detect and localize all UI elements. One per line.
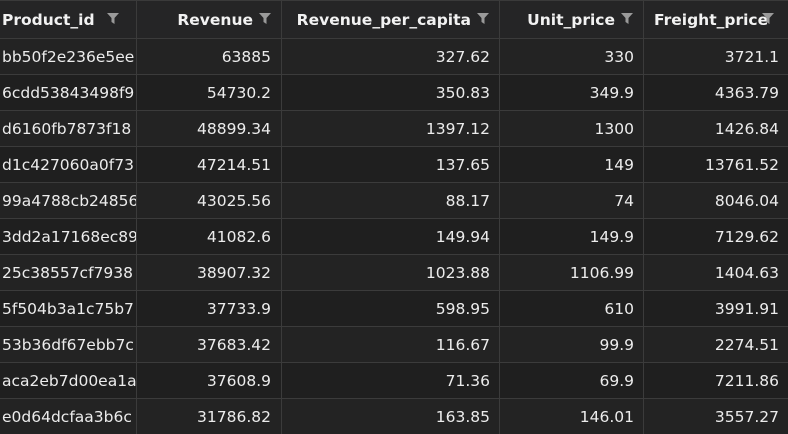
cell-product-id[interactable]: aca2eb7d00ea1a [0,363,137,398]
cell-product-id[interactable]: 99a4788cb24856 [0,183,137,218]
cell-product-id[interactable]: 53b36df67ebb7c [0,327,137,362]
cell-unit-price[interactable]: 1106.99 [500,255,644,290]
cell-revenue-per-capita[interactable]: 137.65 [282,147,500,182]
cell-unit-price[interactable]: 349.9 [500,75,644,110]
filter-icon[interactable] [259,13,271,24]
cell-product-id[interactable]: d6160fb7873f18 [0,111,137,146]
filter-icon[interactable] [762,13,774,24]
cell-revenue-per-capita[interactable]: 88.17 [282,183,500,218]
cell-revenue[interactable]: 54730.2 [137,75,282,110]
cell-revenue-per-capita[interactable]: 149.94 [282,219,500,254]
cell-unit-price[interactable]: 149.9 [500,219,644,254]
table-row[interactable]: 5f504b3a1c75b7 37733.9 598.95 610 3991.9… [0,291,788,327]
table-row[interactable]: bb50f2e236e5ee 63885 327.62 330 3721.1 [0,39,788,75]
cell-freight-price[interactable]: 3721.1 [724,47,779,66]
cell-product-id[interactable]: bb50f2e236e5ee [0,39,137,74]
cell-freight-price[interactable]: 7129.62 [714,227,779,246]
cell-unit-price[interactable]: 146.01 [500,399,644,434]
table-row[interactable]: d6160fb7873f18 48899.34 1397.12 1300 142… [0,111,788,147]
table-row[interactable]: 53b36df67ebb7c 37683.42 116.67 99.9 2274… [0,327,788,363]
cell-revenue-per-capita[interactable]: 71.36 [282,363,500,398]
cell-unit-price[interactable]: 1300 [500,111,644,146]
column-header-freight-price[interactable]: Freight_price [644,1,788,38]
cell-revenue[interactable]: 48899.34 [137,111,282,146]
cell-unit-price[interactable]: 149 [500,147,644,182]
column-header-label: Revenue [177,10,253,29]
cell-freight-price[interactable]: 7211.86 [714,371,779,390]
cell-product-id[interactable]: 3dd2a17168ec89 [0,219,137,254]
cell-unit-price[interactable]: 69.9 [500,363,644,398]
cell-revenue-per-capita[interactable]: 350.83 [282,75,500,110]
table-row[interactable]: 25c38557cf7938 38907.32 1023.88 1106.99 … [0,255,788,291]
cell-product-id[interactable]: 5f504b3a1c75b7 [0,291,137,326]
cell-revenue[interactable]: 43025.56 [137,183,282,218]
cell-freight-price[interactable]: 2274.51 [714,335,779,354]
filter-icon[interactable] [621,13,633,24]
cell-revenue-per-capita[interactable]: 1023.88 [282,255,500,290]
cell-unit-price[interactable]: 610 [500,291,644,326]
cell-revenue[interactable]: 37608.9 [137,363,282,398]
cell-revenue[interactable]: 37683.42 [137,327,282,362]
cell-revenue[interactable]: 31786.82 [137,399,282,434]
column-header-label: Product_id [2,10,95,29]
column-header-label: Unit_price [527,10,615,29]
column-header-unit-price[interactable]: Unit_price [500,1,644,38]
cell-revenue[interactable]: 38907.32 [137,255,282,290]
cell-revenue-per-capita[interactable]: 116.67 [282,327,500,362]
filter-icon[interactable] [107,13,119,24]
cell-unit-price[interactable]: 330 [500,39,644,74]
cell-revenue-per-capita[interactable]: 1397.12 [282,111,500,146]
cell-freight-price[interactable]: 3991.91 [714,299,779,318]
cell-unit-price[interactable]: 99.9 [500,327,644,362]
table-row[interactable]: 3dd2a17168ec89 41082.6 149.94 149.9 7129… [0,219,788,255]
cell-product-id[interactable]: 25c38557cf7938 [0,255,137,290]
cell-freight-price[interactable]: 4363.79 [714,83,779,102]
column-header-revenue[interactable]: Revenue [137,1,282,38]
table-row[interactable]: d1c427060a0f73 47214.51 137.65 149 13761… [0,147,788,183]
cell-unit-price[interactable]: 74 [500,183,644,218]
cell-freight-price[interactable]: 3557.27 [714,407,779,426]
column-header-label: Revenue_per_capita [296,10,471,29]
table-row[interactable]: aca2eb7d00ea1a 37608.9 71.36 69.9 7211.8… [0,363,788,399]
cell-revenue-per-capita[interactable]: 327.62 [282,39,500,74]
cell-revenue[interactable]: 63885 [137,39,282,74]
cell-freight-price[interactable]: 8046.04 [714,191,779,210]
cell-freight-price[interactable]: 1426.84 [714,119,779,138]
table-header-row: Product_id Revenue Revenue_per_capita Un… [0,1,788,39]
table-row[interactable]: e0d64dcfaa3b6c 31786.82 163.85 146.01 35… [0,399,788,434]
column-header-product-id[interactable]: Product_id [0,1,137,38]
cell-freight-price[interactable]: 13761.52 [705,155,779,174]
cell-product-id[interactable]: e0d64dcfaa3b6c [0,399,137,434]
column-header-label: Freight_price [654,10,769,29]
cell-product-id[interactable]: d1c427060a0f73 [0,147,137,182]
cell-product-id[interactable]: 6cdd53843498f9 [0,75,137,110]
column-header-revenue-per-capita[interactable]: Revenue_per_capita [282,1,500,38]
filter-icon[interactable] [477,13,489,24]
cell-revenue[interactable]: 47214.51 [137,147,282,182]
cell-revenue-per-capita[interactable]: 598.95 [282,291,500,326]
cell-revenue-per-capita[interactable]: 163.85 [282,399,500,434]
cell-freight-price[interactable]: 1404.63 [714,263,779,282]
cell-revenue[interactable]: 41082.6 [137,219,282,254]
table-row[interactable]: 99a4788cb24856 43025.56 88.17 74 8046.04 [0,183,788,219]
cell-revenue[interactable]: 37733.9 [137,291,282,326]
table-row[interactable]: 6cdd53843498f9 54730.2 350.83 349.9 4363… [0,75,788,111]
